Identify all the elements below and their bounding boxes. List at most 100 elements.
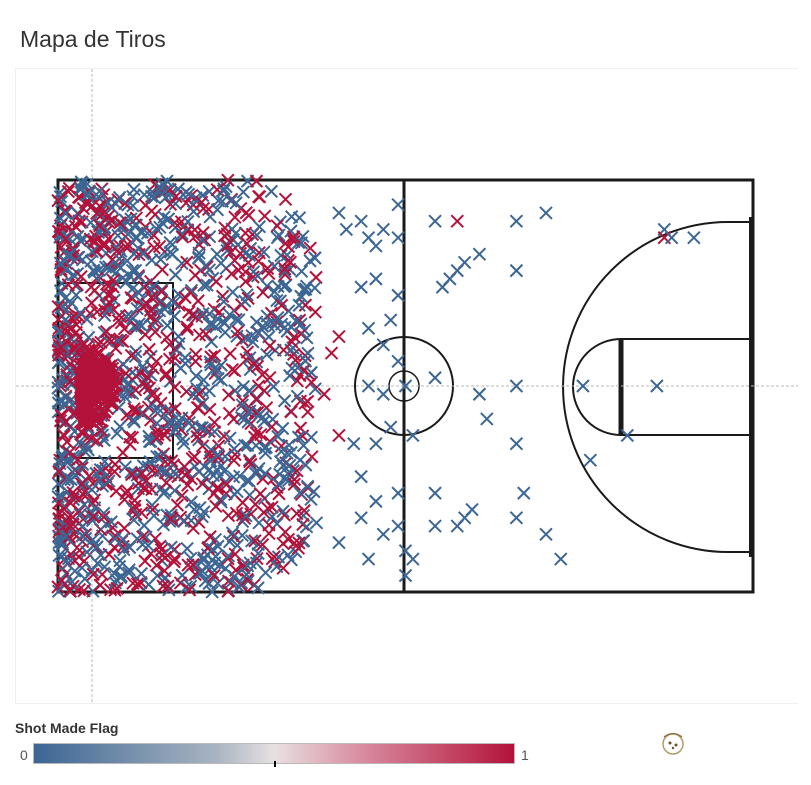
shot-made-mark[interactable]	[52, 465, 66, 479]
shot-missed-mark[interactable]	[66, 268, 81, 282]
shot-missed-mark[interactable]	[182, 415, 196, 430]
shot-made-mark[interactable]	[62, 584, 77, 598]
shot-made-mark[interactable]	[221, 388, 236, 402]
shot-missed-mark[interactable]	[398, 568, 413, 583]
shot-missed-mark[interactable]	[583, 453, 598, 467]
shot-made-mark[interactable]	[88, 234, 103, 249]
shot-made-mark[interactable]	[243, 454, 257, 469]
shot-missed-mark[interactable]	[112, 251, 126, 266]
shot-missed-mark[interactable]	[252, 220, 267, 234]
shot-made-mark[interactable]	[217, 229, 232, 243]
shot-missed-mark[interactable]	[509, 214, 524, 228]
shot-missed-mark[interactable]	[73, 306, 87, 320]
shot-missed-mark[interactable]	[202, 184, 216, 199]
shot-missed-mark[interactable]	[391, 519, 405, 533]
shot-made-mark[interactable]	[290, 464, 304, 478]
shot-missed-mark[interactable]	[112, 190, 127, 205]
shot-missed-mark[interactable]	[214, 373, 228, 387]
shot-made-mark[interactable]	[180, 255, 194, 269]
shot-missed-mark[interactable]	[257, 414, 271, 429]
shot-missed-mark[interactable]	[183, 579, 198, 593]
shot-missed-mark[interactable]	[192, 465, 206, 479]
shot-made-mark[interactable]	[159, 366, 173, 381]
shot-missed-mark[interactable]	[294, 236, 309, 250]
shot-missed-mark[interactable]	[143, 455, 157, 469]
shot-missed-mark[interactable]	[85, 245, 99, 259]
shot-missed-mark[interactable]	[275, 421, 290, 436]
shot-made-mark[interactable]	[247, 430, 262, 444]
shot-made-mark[interactable]	[65, 510, 80, 524]
shot-made-mark[interactable]	[278, 192, 293, 206]
shot-missed-mark[interactable]	[257, 245, 271, 259]
shot-made-mark[interactable]	[147, 241, 161, 255]
shot-missed-mark[interactable]	[376, 387, 391, 401]
shot-made-mark[interactable]	[106, 375, 120, 390]
shot-made-mark[interactable]	[157, 564, 172, 578]
shot-made-mark[interactable]	[95, 207, 110, 221]
shot-made-mark[interactable]	[108, 529, 122, 543]
shot-made-mark[interactable]	[60, 435, 74, 449]
shot-missed-mark[interactable]	[77, 497, 91, 512]
shot-made-mark[interactable]	[170, 498, 185, 512]
shot-made-mark[interactable]	[181, 558, 195, 572]
shot-made-mark[interactable]	[221, 173, 235, 187]
shot-missed-mark[interactable]	[53, 283, 68, 298]
shot-made-mark[interactable]	[129, 211, 144, 225]
shot-made-mark[interactable]	[290, 506, 304, 521]
shot-missed-mark[interactable]	[391, 486, 405, 500]
shot-made-mark[interactable]	[231, 263, 246, 277]
shot-made-mark[interactable]	[228, 364, 242, 378]
shot-missed-mark[interactable]	[245, 534, 259, 548]
shot-made-mark[interactable]	[149, 558, 164, 572]
shot-missed-mark[interactable]	[384, 313, 398, 327]
shot-made-mark[interactable]	[303, 241, 317, 255]
shot-missed-mark[interactable]	[89, 466, 103, 481]
shot-missed-mark[interactable]	[258, 446, 273, 460]
shot-missed-mark[interactable]	[391, 198, 405, 212]
shot-made-mark[interactable]	[101, 232, 116, 246]
shot-missed-mark[interactable]	[384, 420, 398, 434]
shot-missed-mark[interactable]	[72, 435, 87, 449]
shot-made-mark[interactable]	[75, 357, 89, 372]
shot-missed-mark[interactable]	[406, 428, 420, 443]
shot-made-mark[interactable]	[221, 551, 235, 566]
shot-made-mark[interactable]	[140, 297, 154, 311]
shot-missed-mark[interactable]	[270, 310, 285, 325]
shot-made-mark[interactable]	[285, 335, 299, 349]
shot-missed-mark[interactable]	[354, 214, 368, 228]
shot-made-mark[interactable]	[90, 434, 104, 448]
shot-made-mark[interactable]	[252, 190, 267, 204]
shot-missed-mark[interactable]	[650, 379, 664, 393]
shot-made-mark[interactable]	[278, 267, 292, 282]
shot-missed-mark[interactable]	[236, 185, 251, 199]
shot-missed-mark[interactable]	[300, 331, 314, 345]
shot-made-mark[interactable]	[228, 210, 242, 224]
shot-made-mark[interactable]	[159, 476, 174, 490]
shot-missed-mark[interactable]	[54, 300, 68, 315]
shot-missed-mark[interactable]	[361, 552, 376, 566]
shot-missed-mark[interactable]	[223, 431, 237, 445]
shot-made-mark[interactable]	[292, 313, 307, 327]
shot-missed-mark[interactable]	[110, 426, 124, 440]
shot-missed-mark[interactable]	[480, 412, 494, 426]
shot-made-mark[interactable]	[137, 280, 152, 294]
shot-missed-mark[interactable]	[175, 568, 189, 582]
shot-missed-mark[interactable]	[154, 181, 168, 196]
shot-missed-mark[interactable]	[149, 221, 164, 236]
shot-made-mark[interactable]	[317, 387, 331, 401]
shot-made-mark[interactable]	[215, 289, 230, 304]
shot-missed-mark[interactable]	[279, 472, 293, 487]
shot-missed-mark[interactable]	[299, 279, 314, 293]
shot-missed-mark[interactable]	[64, 296, 79, 310]
shot-made-mark[interactable]	[98, 303, 112, 318]
shot-missed-mark[interactable]	[116, 532, 130, 546]
shot-missed-mark[interactable]	[239, 567, 254, 582]
shot-missed-mark[interactable]	[273, 294, 288, 308]
shot-made-mark[interactable]	[127, 493, 142, 508]
shot-missed-mark[interactable]	[144, 189, 159, 204]
shot-missed-mark[interactable]	[85, 482, 99, 497]
shot-made-mark[interactable]	[76, 398, 91, 413]
shot-made-mark[interactable]	[257, 209, 272, 223]
shot-made-mark[interactable]	[63, 519, 77, 533]
shot-missed-mark[interactable]	[294, 317, 308, 331]
